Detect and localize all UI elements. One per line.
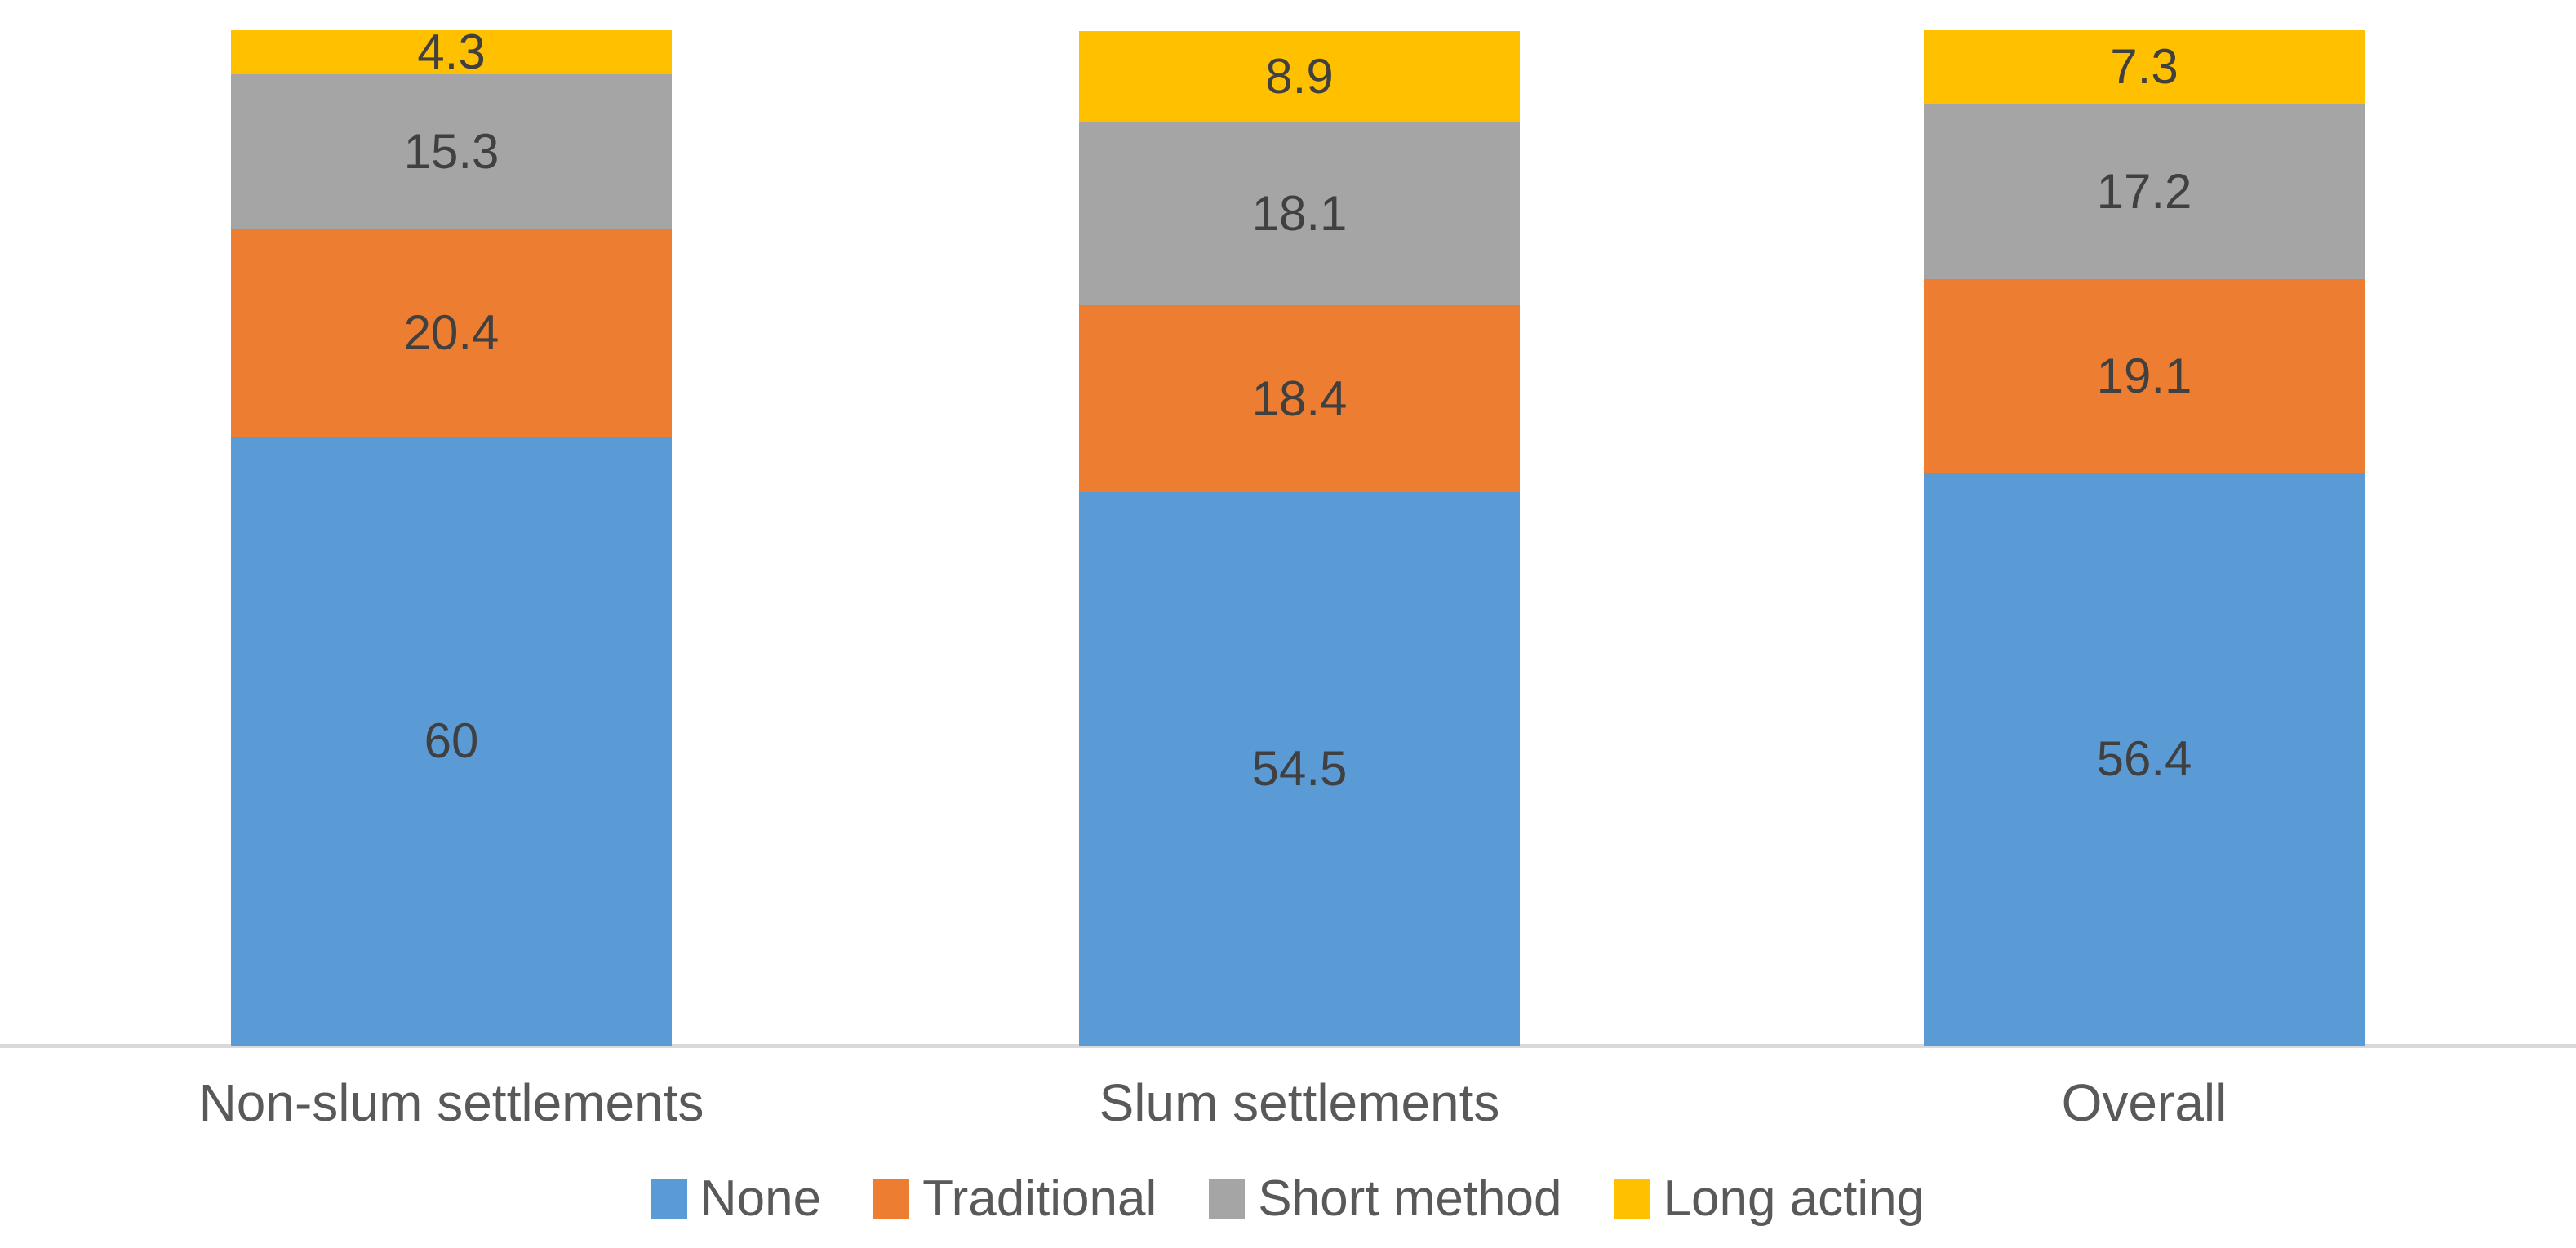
legend-label: None bbox=[700, 1170, 822, 1227]
legend-label: Long acting bbox=[1663, 1170, 1925, 1227]
legend-swatch bbox=[1614, 1179, 1650, 1219]
data-label: 60 bbox=[424, 713, 479, 768]
bar-segment: 8.9 bbox=[1079, 31, 1520, 122]
legend-item: Short method bbox=[1209, 1170, 1562, 1227]
bar-segment: 17.2 bbox=[1924, 104, 2365, 279]
x-axis-label: Overall bbox=[2061, 1073, 2227, 1132]
data-label: 8.9 bbox=[1265, 48, 1334, 104]
legend: None Traditional Short method Long acting bbox=[0, 1174, 2576, 1224]
bar-segment: 54.5 bbox=[1079, 492, 1520, 1046]
legend-label: Traditional bbox=[922, 1170, 1157, 1227]
data-label: 56.4 bbox=[2096, 731, 2192, 787]
legend-item: Long acting bbox=[1614, 1174, 1925, 1224]
data-label: 18.4 bbox=[1251, 371, 1348, 426]
legend-swatch bbox=[873, 1179, 910, 1219]
bar-segment: 18.1 bbox=[1079, 121, 1520, 306]
bar-segment: 20.4 bbox=[231, 229, 672, 437]
bar-segment: 4.3 bbox=[231, 27, 672, 76]
data-label: 18.1 bbox=[1251, 185, 1348, 241]
bar-segment: 56.4 bbox=[1924, 473, 2365, 1046]
data-label: 4.3 bbox=[417, 24, 486, 79]
bar-segment: 7.3 bbox=[1924, 30, 2365, 104]
data-label: 20.4 bbox=[403, 304, 500, 360]
data-label: 7.3 bbox=[2110, 39, 2178, 95]
bar-segment: 19.1 bbox=[1924, 278, 2365, 473]
x-axis-label: Slum settlements bbox=[1099, 1073, 1500, 1132]
x-axis-label: Non-slum settlements bbox=[198, 1073, 704, 1132]
data-label: 54.5 bbox=[1251, 741, 1348, 797]
legend-swatch bbox=[651, 1179, 687, 1219]
data-label: 17.2 bbox=[2096, 163, 2192, 219]
legend-label: Short method bbox=[1258, 1170, 1562, 1227]
legend-swatch bbox=[1209, 1179, 1246, 1219]
legend-item: None bbox=[651, 1174, 821, 1224]
legend-item: Traditional bbox=[873, 1174, 1157, 1224]
bar-column: 7.3 17.2 19.1 56.4 bbox=[1924, 30, 2365, 1046]
bar-segment: 18.4 bbox=[1079, 305, 1520, 493]
bar-segment: 15.3 bbox=[231, 73, 672, 229]
bar-column: 4.3 15.3 20.4 60 bbox=[231, 27, 672, 1046]
data-label: 19.1 bbox=[2096, 348, 2192, 403]
data-label: 15.3 bbox=[403, 123, 500, 179]
bar-segment: 60 bbox=[231, 436, 672, 1046]
x-axis-line bbox=[0, 1044, 2576, 1048]
bar-column: 8.9 18.1 18.4 54.5 bbox=[1079, 31, 1520, 1046]
